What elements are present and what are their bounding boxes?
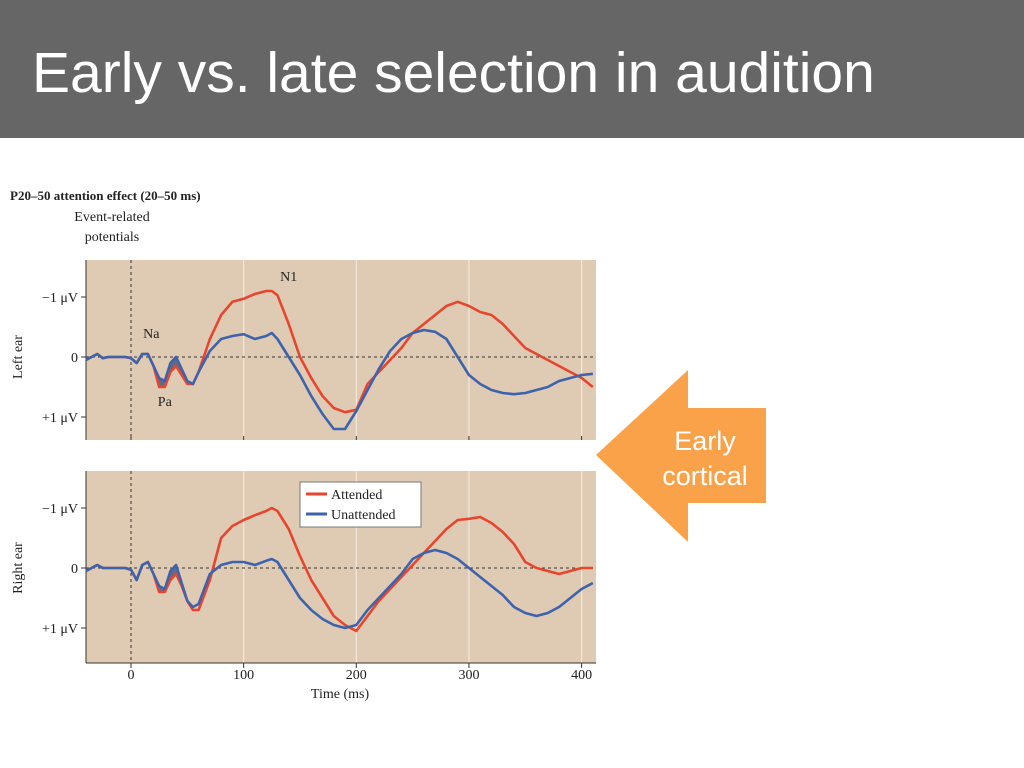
chart-subtitle-line1: Event-related	[74, 210, 149, 225]
x-tick-label: 0	[128, 668, 135, 683]
panel-label-right-ear: Right ear	[11, 542, 26, 594]
y-tick-label: 0	[71, 351, 78, 366]
legend-label-unattended: Unattended	[331, 508, 396, 523]
plot-area-left-ear	[86, 260, 596, 440]
annotation-n1: N1	[280, 270, 297, 285]
series-unattended-right-ear	[85, 548, 594, 630]
callout-line2: cortical	[662, 461, 748, 491]
y-tick-label: −1 μV	[42, 291, 78, 306]
legend-box	[299, 481, 422, 528]
slide-title: Early vs. late selection in audition	[32, 41, 875, 105]
title-bar	[0, 0, 1024, 138]
annotation-pa: Pa	[158, 395, 173, 410]
y-tick-label: +1 μV	[42, 411, 78, 426]
x-tick-label: 300	[458, 668, 479, 683]
x-tick-label: 400	[571, 668, 592, 683]
callout-line1: Early	[674, 426, 736, 456]
y-tick-label: +1 μV	[42, 622, 78, 637]
legend: Attended Unattended	[299, 481, 422, 528]
chart-title: P20–50 attention effect (20–50 ms)	[10, 188, 201, 203]
panel-left-ear: −1 μV 0 +1 μV Left ear Na Pa N1	[11, 260, 596, 440]
annotation-na: Na	[143, 327, 160, 342]
series-unattended-left-ear	[85, 328, 594, 431]
legend-label-attended: Attended	[331, 488, 382, 503]
panel-label-left-ear: Left ear	[11, 335, 26, 379]
x-axis-label: Time (ms)	[311, 687, 370, 702]
x-axis: 0 100 200 300 400 Time (ms)	[86, 436, 596, 702]
y-tick-label: 0	[71, 562, 78, 577]
callout-arrow-shape	[596, 370, 766, 542]
x-tick-label: 100	[233, 668, 254, 683]
y-tick-label: −1 μV	[42, 502, 78, 517]
callout-label: Early cortical	[640, 424, 770, 494]
chart-subtitle-line2: potentials	[85, 230, 139, 245]
x-tick-label: 200	[346, 668, 367, 683]
